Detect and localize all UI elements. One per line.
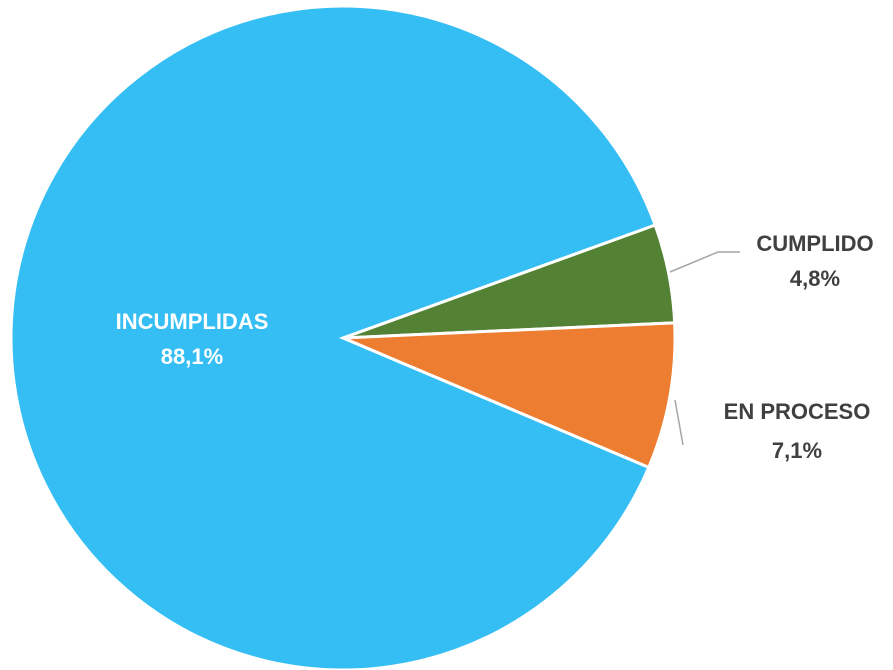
pie-slice bbox=[342, 321, 677, 470]
leader-line bbox=[674, 399, 684, 446]
value-label: 4,8% bbox=[790, 266, 840, 291]
leader-line bbox=[669, 251, 740, 273]
category-label: INCUMPLIDAS bbox=[116, 309, 269, 334]
pie-slice bbox=[9, 4, 658, 670]
value-label: 7,1% bbox=[772, 438, 822, 463]
category-label: CUMPLIDO bbox=[756, 231, 873, 256]
category-label: EN PROCESO bbox=[724, 399, 871, 424]
value-label: 88,1% bbox=[161, 344, 223, 369]
